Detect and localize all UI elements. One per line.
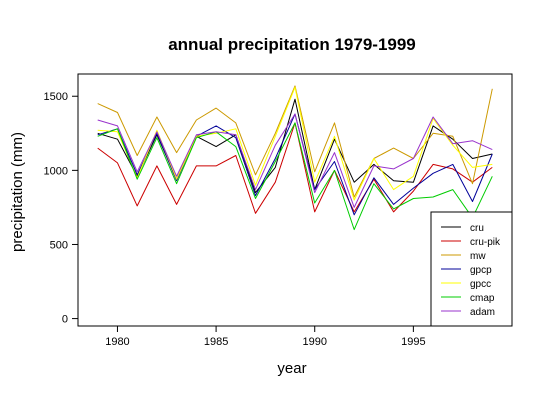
series-line-adam xyxy=(97,113,493,208)
legend-label-cmap: cmap xyxy=(470,293,495,304)
y-axis-label: precipitation (mm) xyxy=(9,132,26,252)
x-tick-label: 1980 xyxy=(105,336,129,348)
y-tick-label: 0 xyxy=(62,314,68,326)
legend-label-gpcp: gpcp xyxy=(470,265,492,276)
legend-label-cru-pik: cru-pik xyxy=(470,237,501,248)
chart-title: annual precipitation 1979-1999 xyxy=(168,35,416,54)
series-line-mw xyxy=(97,85,493,198)
plot-frame xyxy=(77,73,513,327)
axes: 1980 1985 1990 1995 0 500 1000 1500 xyxy=(44,91,426,348)
legend-label-cru: cru xyxy=(470,223,484,234)
x-axis-label: year xyxy=(277,360,306,377)
legend-label-adam: adam xyxy=(470,307,495,318)
x-tick-label: 1985 xyxy=(204,336,228,348)
y-tick-label: 1500 xyxy=(44,91,68,103)
series-lines xyxy=(97,85,493,231)
series-line-cmap xyxy=(97,122,493,231)
legend-label-mw: mw xyxy=(470,251,486,262)
x-tick-label: 1990 xyxy=(302,336,326,348)
y-tick-label: 500 xyxy=(50,239,68,251)
x-tick-label: 1995 xyxy=(401,336,425,348)
legend-label-gpcc: gpcc xyxy=(470,279,491,290)
legend: cru cru-pik mw gpcp gpcc cmap adam xyxy=(430,211,513,327)
y-tick-label: 1000 xyxy=(44,165,68,177)
